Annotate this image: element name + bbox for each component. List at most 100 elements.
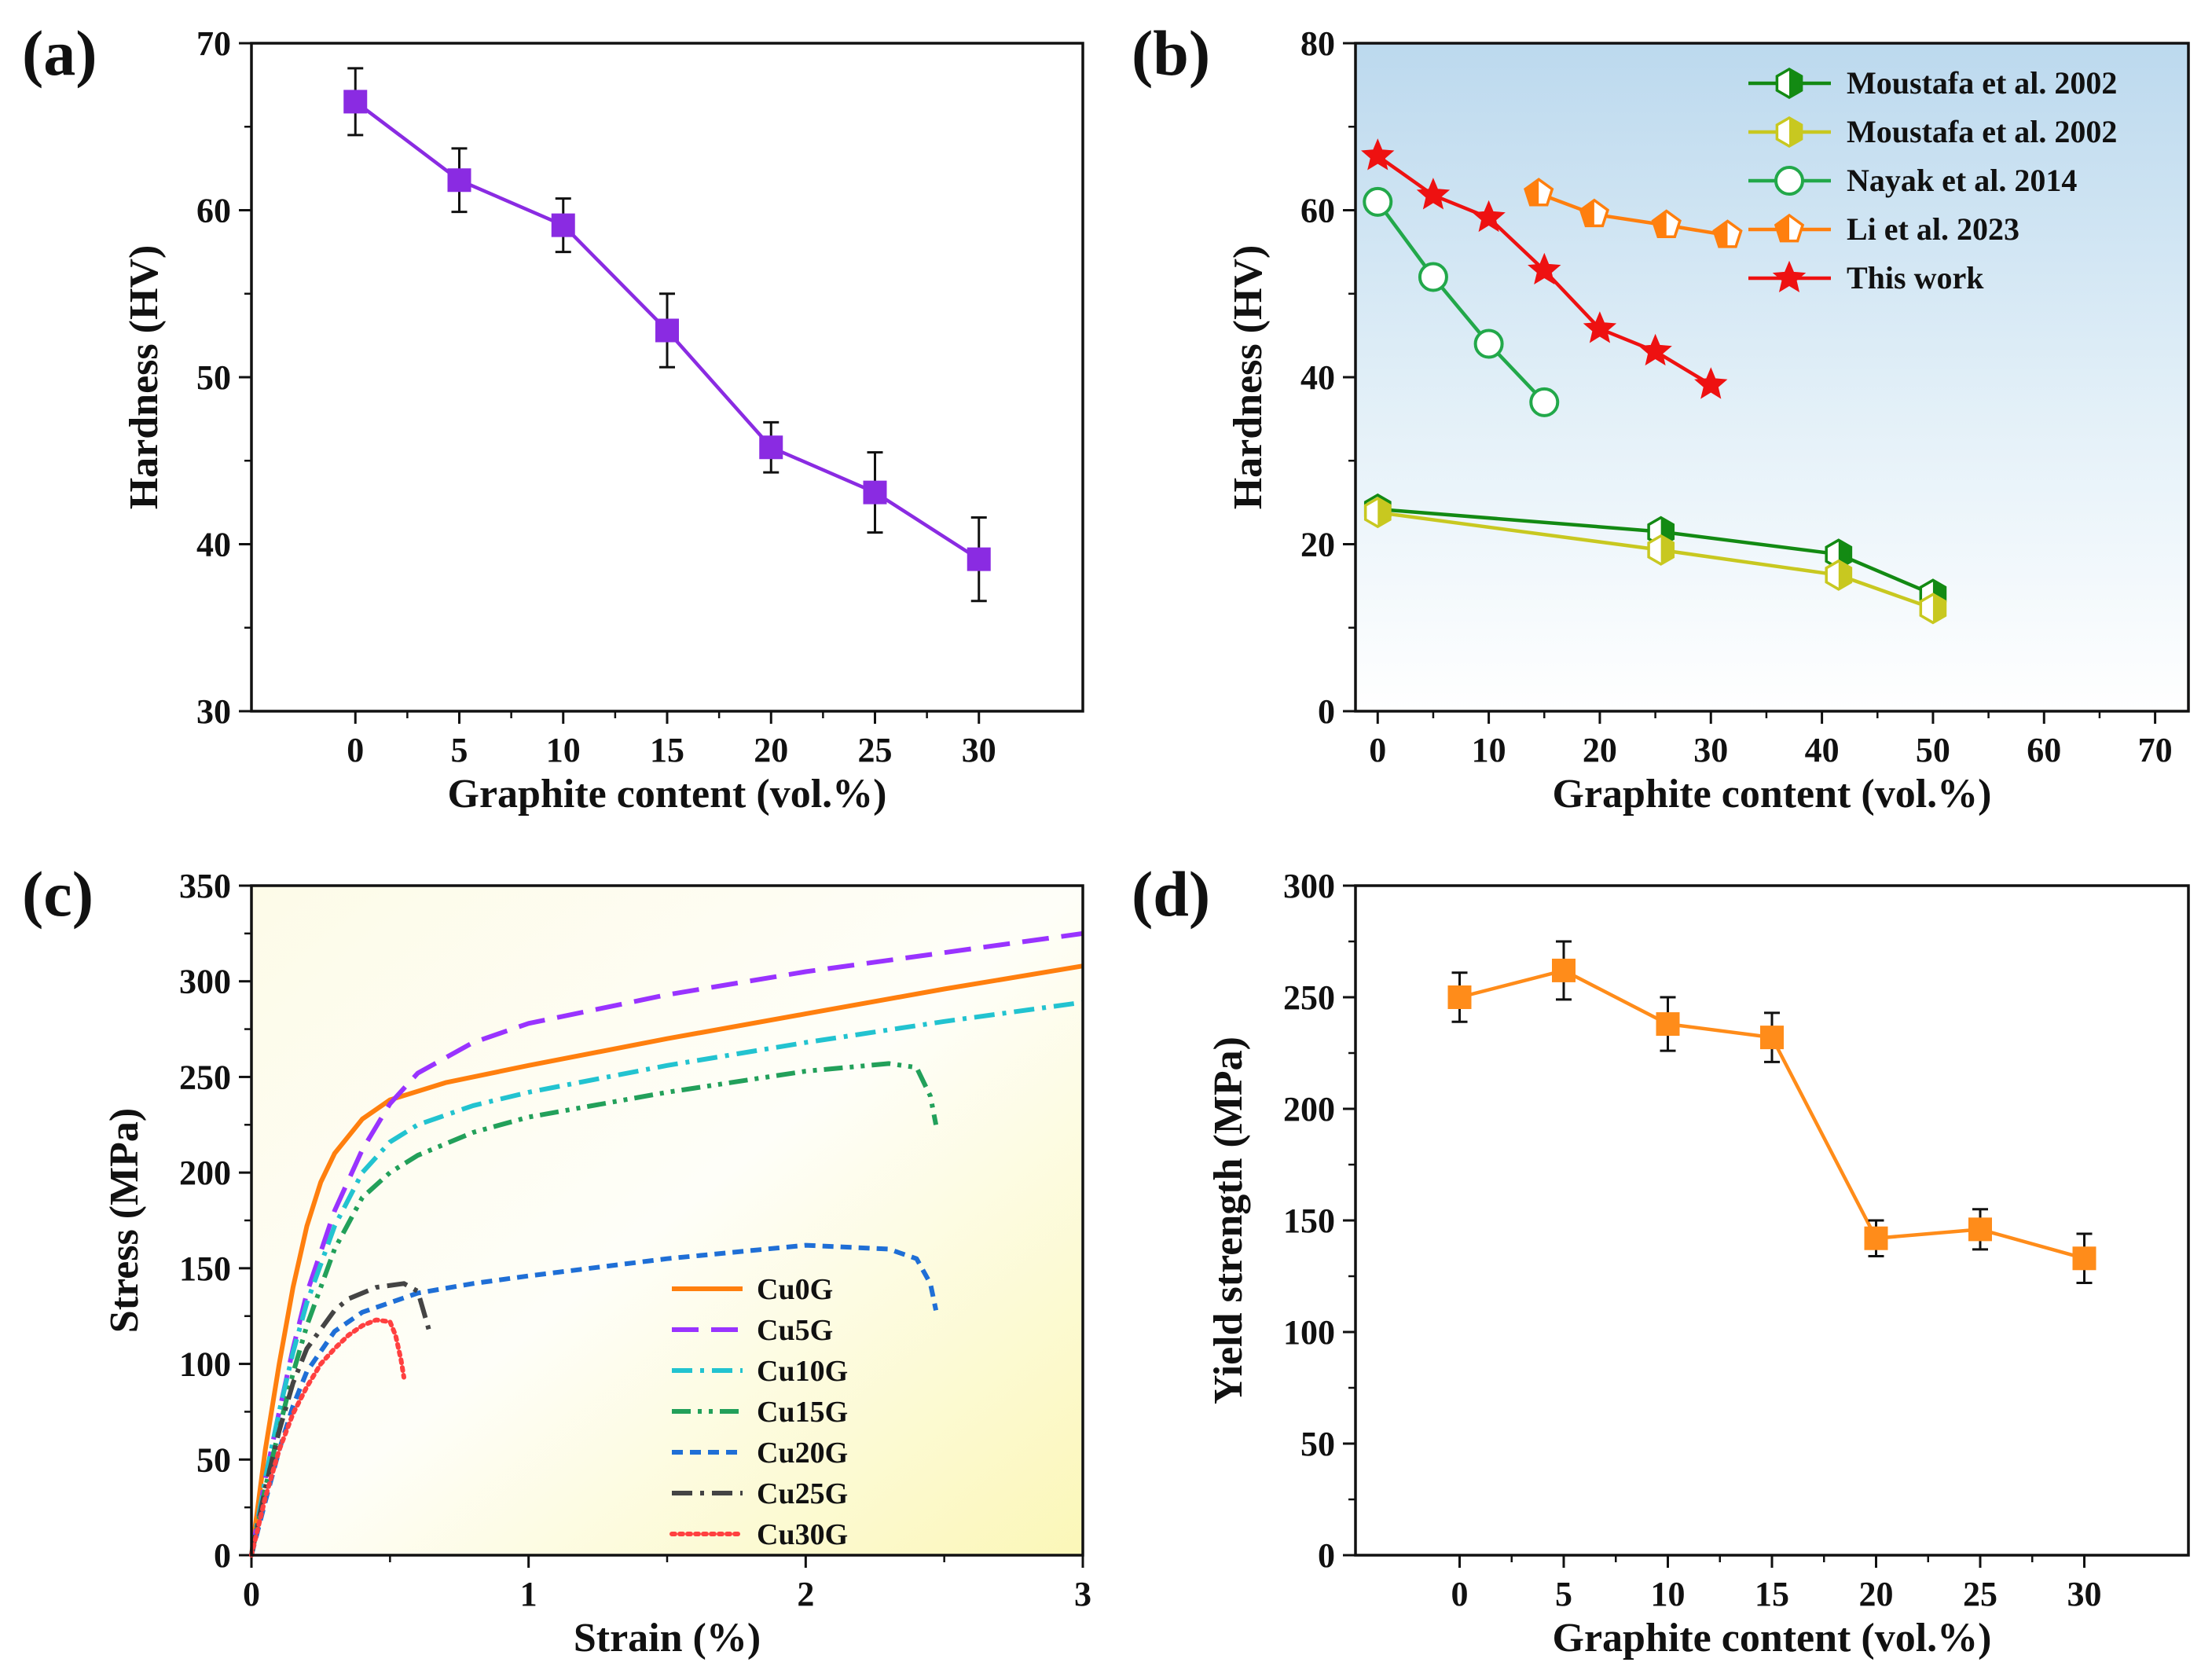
y-tick-label: 0 <box>214 1536 231 1575</box>
panel-label: (c) <box>22 858 94 930</box>
legend-label: Moustafa et al. 2002 <box>1847 65 2117 101</box>
series-cu20g <box>249 1242 939 1556</box>
x-tick-label: 0 <box>347 731 364 769</box>
data-point <box>447 168 471 193</box>
legend-marker <box>1774 213 1805 243</box>
x-tick-label: 0 <box>1369 731 1386 769</box>
x-tick-label: 25 <box>1963 1575 1997 1613</box>
panel-a: 0 5 10 15 20 25 30 30 40 50 60 70 Graphite content (… <box>22 17 1084 816</box>
panel-label: (b) <box>1132 17 1210 89</box>
data-point <box>1447 985 1472 1009</box>
y-tick-label: 200 <box>1283 1090 1335 1128</box>
data-point <box>1361 138 1395 171</box>
x-axis-label: Strain (%) <box>574 1616 761 1660</box>
data-point <box>1864 1226 1888 1250</box>
y-tick-label: 350 <box>179 867 231 905</box>
x-tick-label: 10 <box>1472 731 1506 769</box>
series-cu0g <box>249 963 1084 1556</box>
data-point <box>1552 958 1576 982</box>
data-point <box>1363 497 1392 529</box>
x-tick-label: 15 <box>650 731 684 769</box>
y-axis-label: Stress (MPa) <box>102 1108 147 1333</box>
y-tick-label: 20 <box>1300 526 1335 564</box>
y-tick-label: 50 <box>196 358 231 397</box>
series-yield-strength <box>1447 940 2096 1285</box>
series-line <box>249 1000 1084 1556</box>
y-tick-label: 0 <box>1318 692 1335 731</box>
data-point <box>655 318 679 343</box>
series-line <box>1377 507 1934 596</box>
plot-area <box>1355 43 2188 711</box>
x-tick-label: 15 <box>1755 1575 1789 1613</box>
legend-marker <box>1772 260 1807 293</box>
y-tick-label: 250 <box>1283 978 1335 1017</box>
legend-label: This work <box>1847 260 1984 295</box>
y-tick-label: 100 <box>1283 1313 1335 1352</box>
series-cu30g <box>249 1317 406 1558</box>
x-tick-label: 5 <box>1555 1575 1572 1613</box>
series-nayak-et-al-2014 <box>1363 186 1560 417</box>
panel-label: (d) <box>1132 858 1210 930</box>
y-tick-label: 80 <box>1300 24 1335 63</box>
data-point <box>1418 262 1448 292</box>
data-point <box>343 90 368 114</box>
legend-entry: Cu25G <box>672 1477 848 1510</box>
series-line <box>1376 200 1546 404</box>
axes-frame <box>250 42 1084 713</box>
data-point <box>1473 328 1504 359</box>
x-tick-label: 0 <box>1451 1575 1469 1613</box>
axes-frame <box>1354 42 2190 713</box>
data-point <box>1712 219 1743 248</box>
x-axis-label: Graphite content (vol.%) <box>448 772 887 816</box>
series-line <box>1538 192 1728 237</box>
x-tick-label: 2 <box>797 1575 814 1613</box>
y-tick-label: 40 <box>196 526 231 564</box>
series-cu10g <box>249 1000 1084 1556</box>
x-tick-label: 20 <box>1859 1575 1894 1613</box>
y-tick-label: 250 <box>179 1058 231 1096</box>
x-tick-label: 30 <box>2067 1575 2102 1613</box>
y-tick-label: 0 <box>1318 1536 1335 1575</box>
series-line <box>249 1061 939 1556</box>
x-tick-label: 10 <box>1651 1575 1686 1613</box>
y-tick-label: 50 <box>1300 1425 1335 1463</box>
legend-label: Cu10G <box>757 1355 848 1388</box>
plot-area <box>251 886 1083 1555</box>
y-tick-label: 70 <box>196 24 231 63</box>
legend-entry: Li et al. 2023 <box>1748 211 2019 247</box>
plot-area <box>251 43 1083 711</box>
legend-entry: Cu30G <box>669 1518 848 1551</box>
x-tick-label: 40 <box>1805 731 1840 769</box>
series-line <box>249 1317 406 1558</box>
data-point <box>1524 178 1554 207</box>
data-point <box>759 435 783 460</box>
legend-label: Cu20G <box>757 1437 848 1470</box>
y-tick-label: 200 <box>179 1154 231 1192</box>
data-point <box>1416 178 1451 210</box>
x-tick-label: 5 <box>451 731 468 769</box>
data-point <box>863 480 887 505</box>
x-tick-label: 25 <box>858 731 893 769</box>
series-line <box>1377 510 1934 611</box>
x-tick-label: 10 <box>546 731 581 769</box>
legend-entry: Nayak et al. 2014 <box>1748 163 2077 198</box>
data-point <box>1919 593 1947 625</box>
legend-label: Nayak et al. 2014 <box>1847 163 2077 198</box>
data-point <box>1694 367 1728 399</box>
data-point <box>1472 200 1506 233</box>
panel-label: (a) <box>22 17 97 89</box>
y-tick-label: 60 <box>196 192 231 230</box>
data-point <box>1968 1217 1992 1242</box>
x-axis-label: Graphite content (vol.%) <box>1553 1616 1992 1660</box>
data-point <box>1583 311 1617 343</box>
y-axis-label: Hardness (HV) <box>1226 245 1271 510</box>
legend: Moustafa et al. 2002 Moustafa et al. 2002… <box>1748 65 2117 295</box>
legend-label: Li et al. 2023 <box>1847 211 2019 247</box>
legend-entry: Cu0G <box>672 1273 833 1306</box>
y-tick-label: 300 <box>179 963 231 1001</box>
series-moustafa-et-al-2002 <box>1363 497 1947 625</box>
legend-label: Cu15G <box>757 1396 848 1429</box>
legend-entry: Moustafa et al. 2002 <box>1748 65 2117 101</box>
axes-frame <box>250 884 1084 1557</box>
